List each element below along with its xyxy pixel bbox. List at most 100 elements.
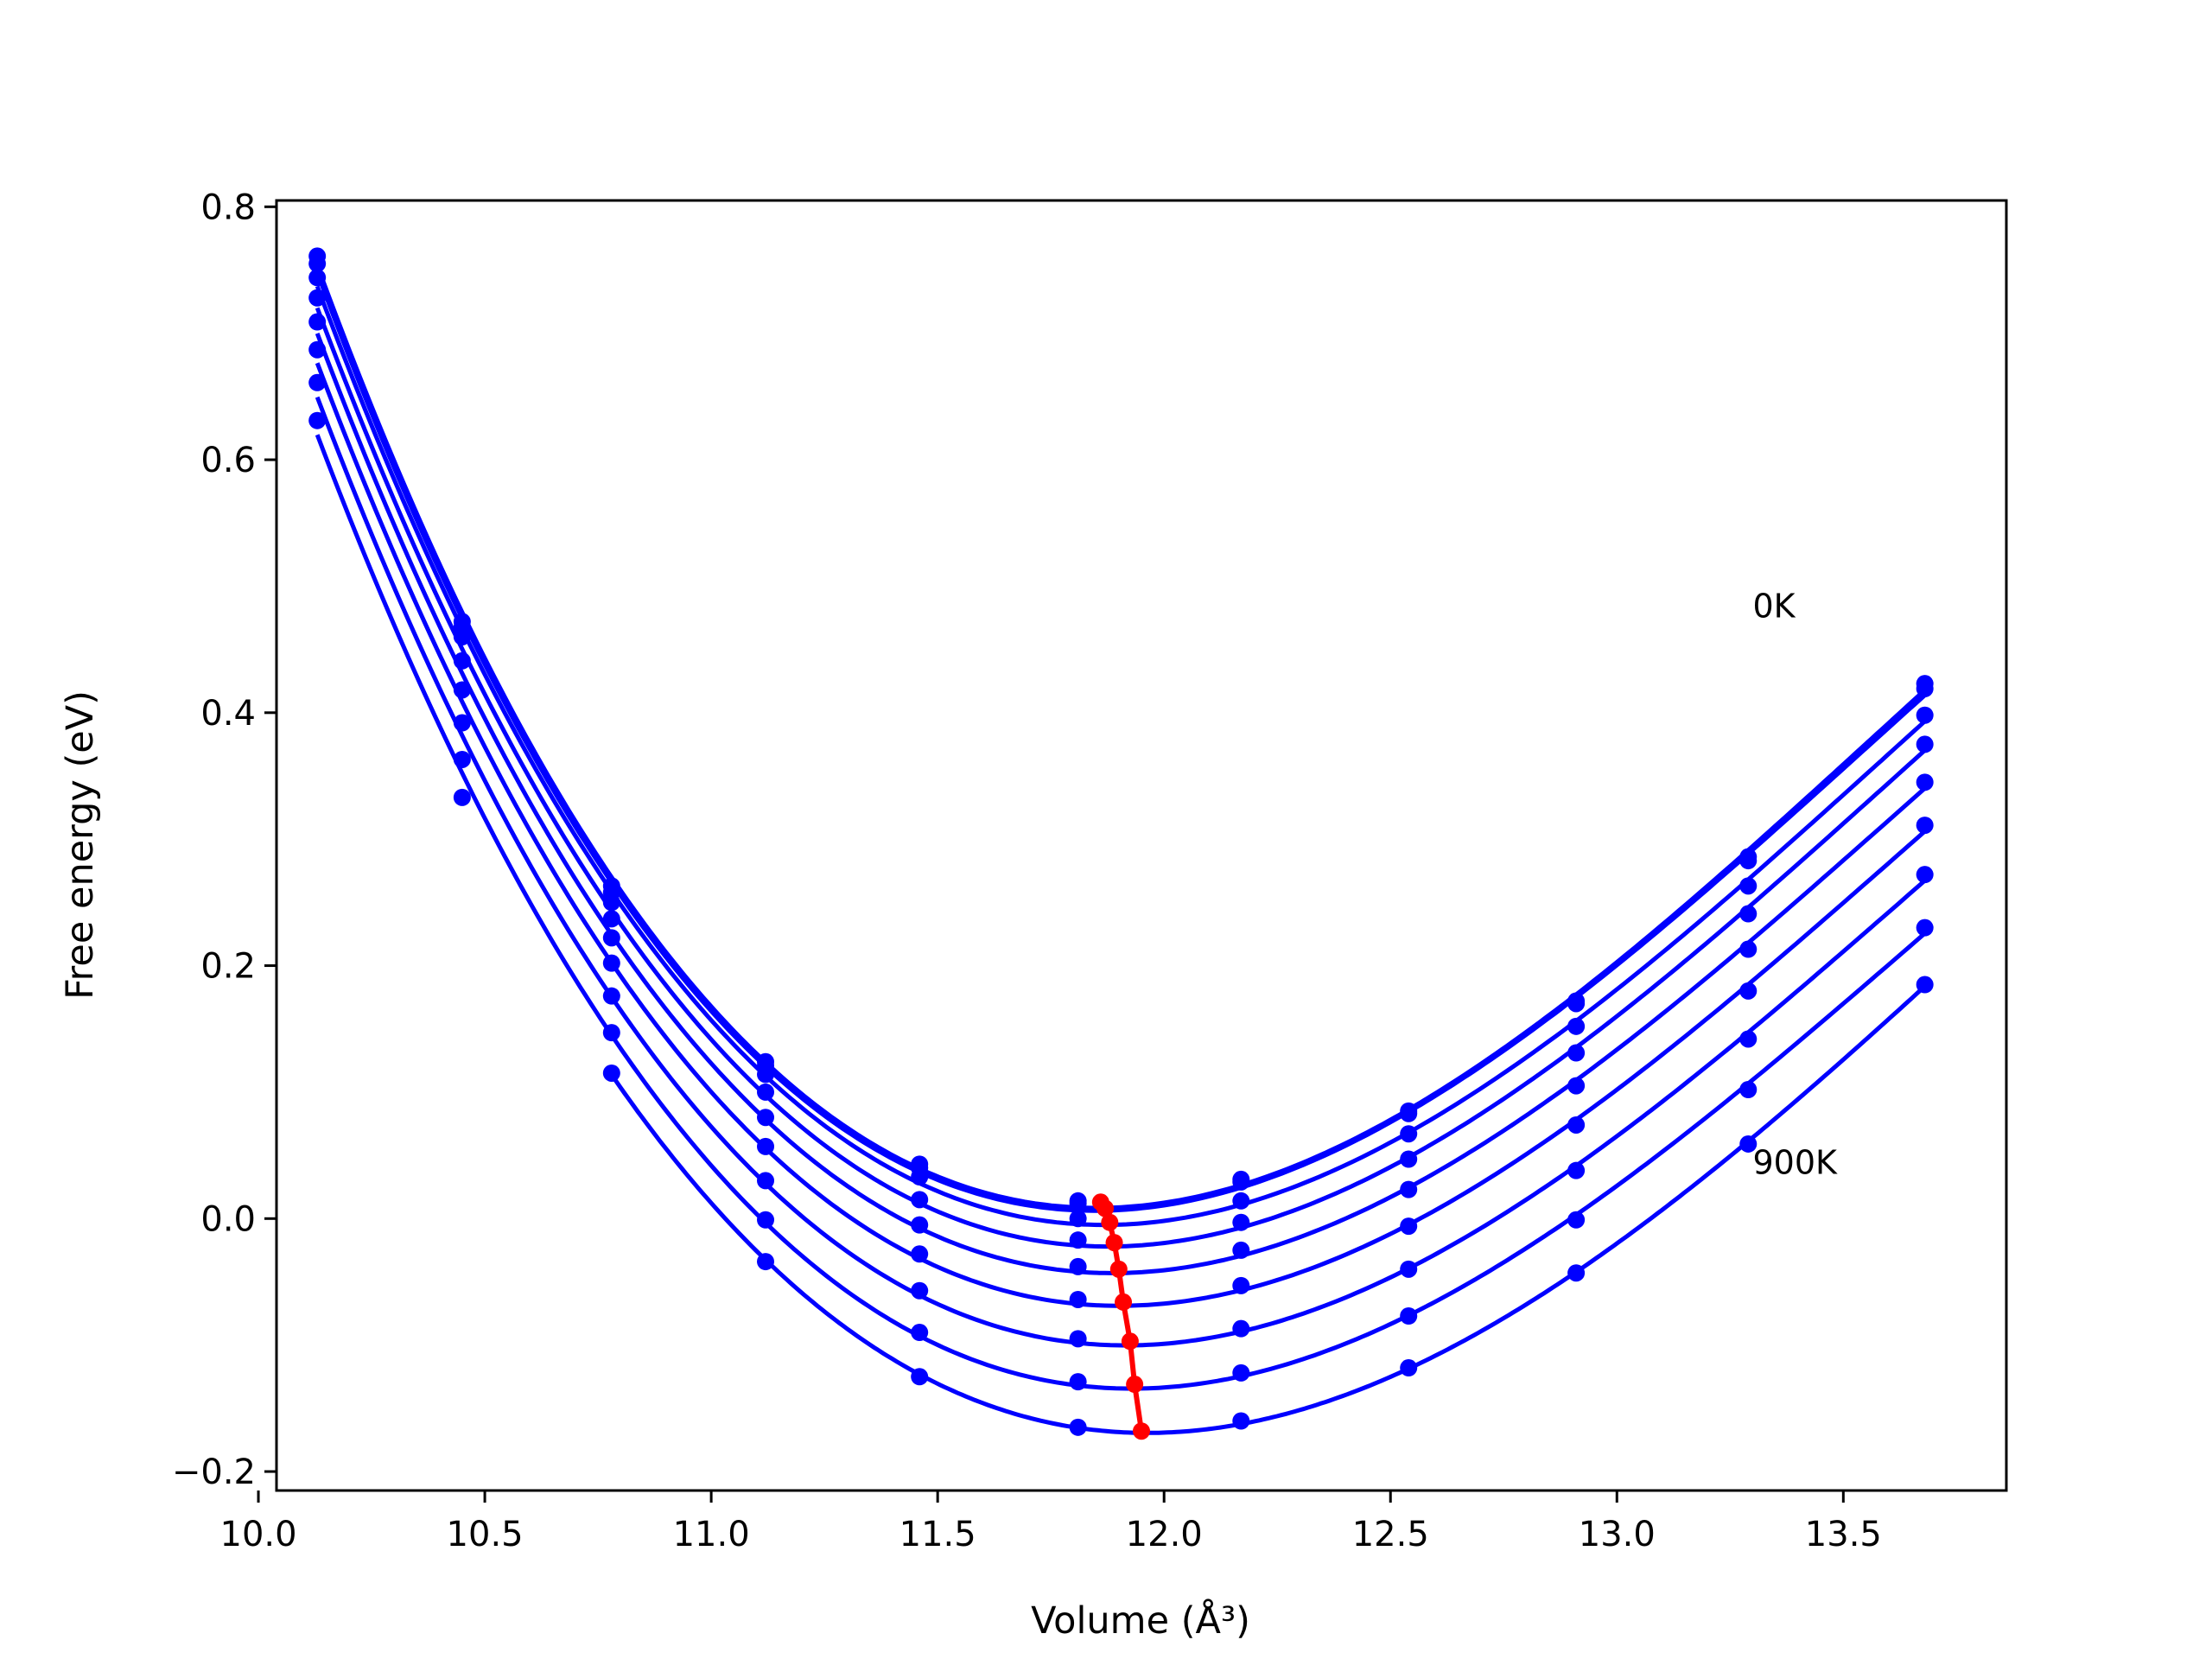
data-point [602,987,620,1005]
data-point [602,954,620,972]
y-tick-label: 0.4 [200,694,256,734]
series-line [315,396,1927,1348]
data-point [1400,1180,1418,1198]
data-point [757,1109,775,1127]
data-point [308,269,327,287]
curve-annotation: 0K [1753,587,1796,625]
data-point [602,1064,620,1082]
data-point [1916,817,1934,835]
minimum-path-layer [1091,1193,1150,1440]
minimum-point [1115,1293,1133,1311]
series-line [315,285,1927,1228]
data-point [602,1024,620,1042]
data-point [1232,1412,1250,1430]
minimum-point [1109,1260,1128,1278]
data-point [757,1083,775,1101]
data-point [1916,976,1934,994]
data-point [1739,1030,1758,1048]
series-line [315,271,1927,1213]
data-point [308,411,327,429]
data-point [308,373,327,391]
data-point [1232,1319,1250,1338]
minimum-point [1126,1376,1144,1394]
y-axis: −0.2 0.0 0.2 0.4 0.6 0.8 [172,188,276,1492]
data-point [911,1324,929,1342]
x-tick-label: 12.5 [1352,1515,1429,1554]
data-point [1916,679,1934,697]
data-point [1069,1373,1087,1391]
data-point [1916,735,1934,753]
y-tick-label: 0.6 [200,441,256,480]
data-point [1232,1276,1250,1294]
data-point [1232,1241,1250,1259]
x-tick-label: 10.5 [447,1515,524,1554]
minimum-point [1096,1199,1115,1217]
data-point [911,1216,929,1234]
data-point [1069,1290,1087,1308]
x-tick-label: 10.0 [220,1515,297,1554]
data-point [1400,1359,1418,1377]
annotations-layer: 0K 900K [1753,587,1839,1181]
data-point [1916,773,1934,791]
data-point [911,1281,929,1300]
data-point [1567,1044,1586,1062]
data-point [1232,1173,1250,1191]
data-point [911,1167,929,1185]
y-tick-label: 0.2 [200,947,256,987]
data-point [1400,1217,1418,1236]
data-point [1069,1231,1087,1249]
series-line [315,264,1927,1211]
data-point [1739,1135,1758,1153]
data-point [1400,1307,1418,1325]
data-point [1567,1017,1586,1035]
data-point [1567,1211,1586,1229]
data-point [1916,918,1934,937]
data-point [757,1172,775,1190]
x-tick-label: 11.0 [673,1515,750,1554]
data-point [1069,1257,1087,1275]
y-tick-label: 0.8 [200,188,256,227]
data-point [308,313,327,331]
x-axis: 10.0 10.5 11.0 11.5 12.0 12.5 13.0 13.5 [220,1491,1882,1554]
data-point [1232,1213,1250,1231]
y-axis-label: Free energy (eV) [59,690,102,1000]
data-point [757,1253,775,1271]
data-point [1739,940,1758,958]
minimum-point [1121,1332,1139,1351]
data-point [1232,1363,1250,1382]
data-point [1567,1264,1586,1282]
data-point [1567,1116,1586,1134]
data-point [1232,1192,1250,1210]
y-tick-label: −0.2 [172,1452,256,1492]
data-point [1400,1104,1418,1122]
data-point [602,910,620,928]
minimum-point [1101,1213,1119,1231]
plot-frame [275,199,2008,1492]
data-point [1567,1077,1586,1095]
data-point [308,289,327,307]
curves-layer [308,247,1934,1436]
x-tick-label: 13.5 [1805,1515,1882,1554]
data-point [1069,1330,1087,1348]
data-point [1567,1161,1586,1179]
data-point [1739,982,1758,1000]
data-point [1739,852,1758,870]
data-point [1916,866,1934,884]
data-point [1739,905,1758,923]
y-tick-label: 0.0 [200,1199,256,1239]
data-point [757,1211,775,1229]
minimum-point [1133,1422,1150,1440]
data-point [308,255,327,273]
data-point [1739,1080,1758,1098]
data-point [911,1368,929,1386]
data-point [1400,1260,1418,1278]
data-point [1567,995,1586,1013]
series-line [315,434,1927,1391]
x-tick-label: 13.0 [1579,1515,1656,1554]
data-point [1069,1194,1087,1212]
data-point [1400,1125,1418,1143]
data-point [757,1065,775,1084]
minimum-point [1105,1234,1123,1252]
